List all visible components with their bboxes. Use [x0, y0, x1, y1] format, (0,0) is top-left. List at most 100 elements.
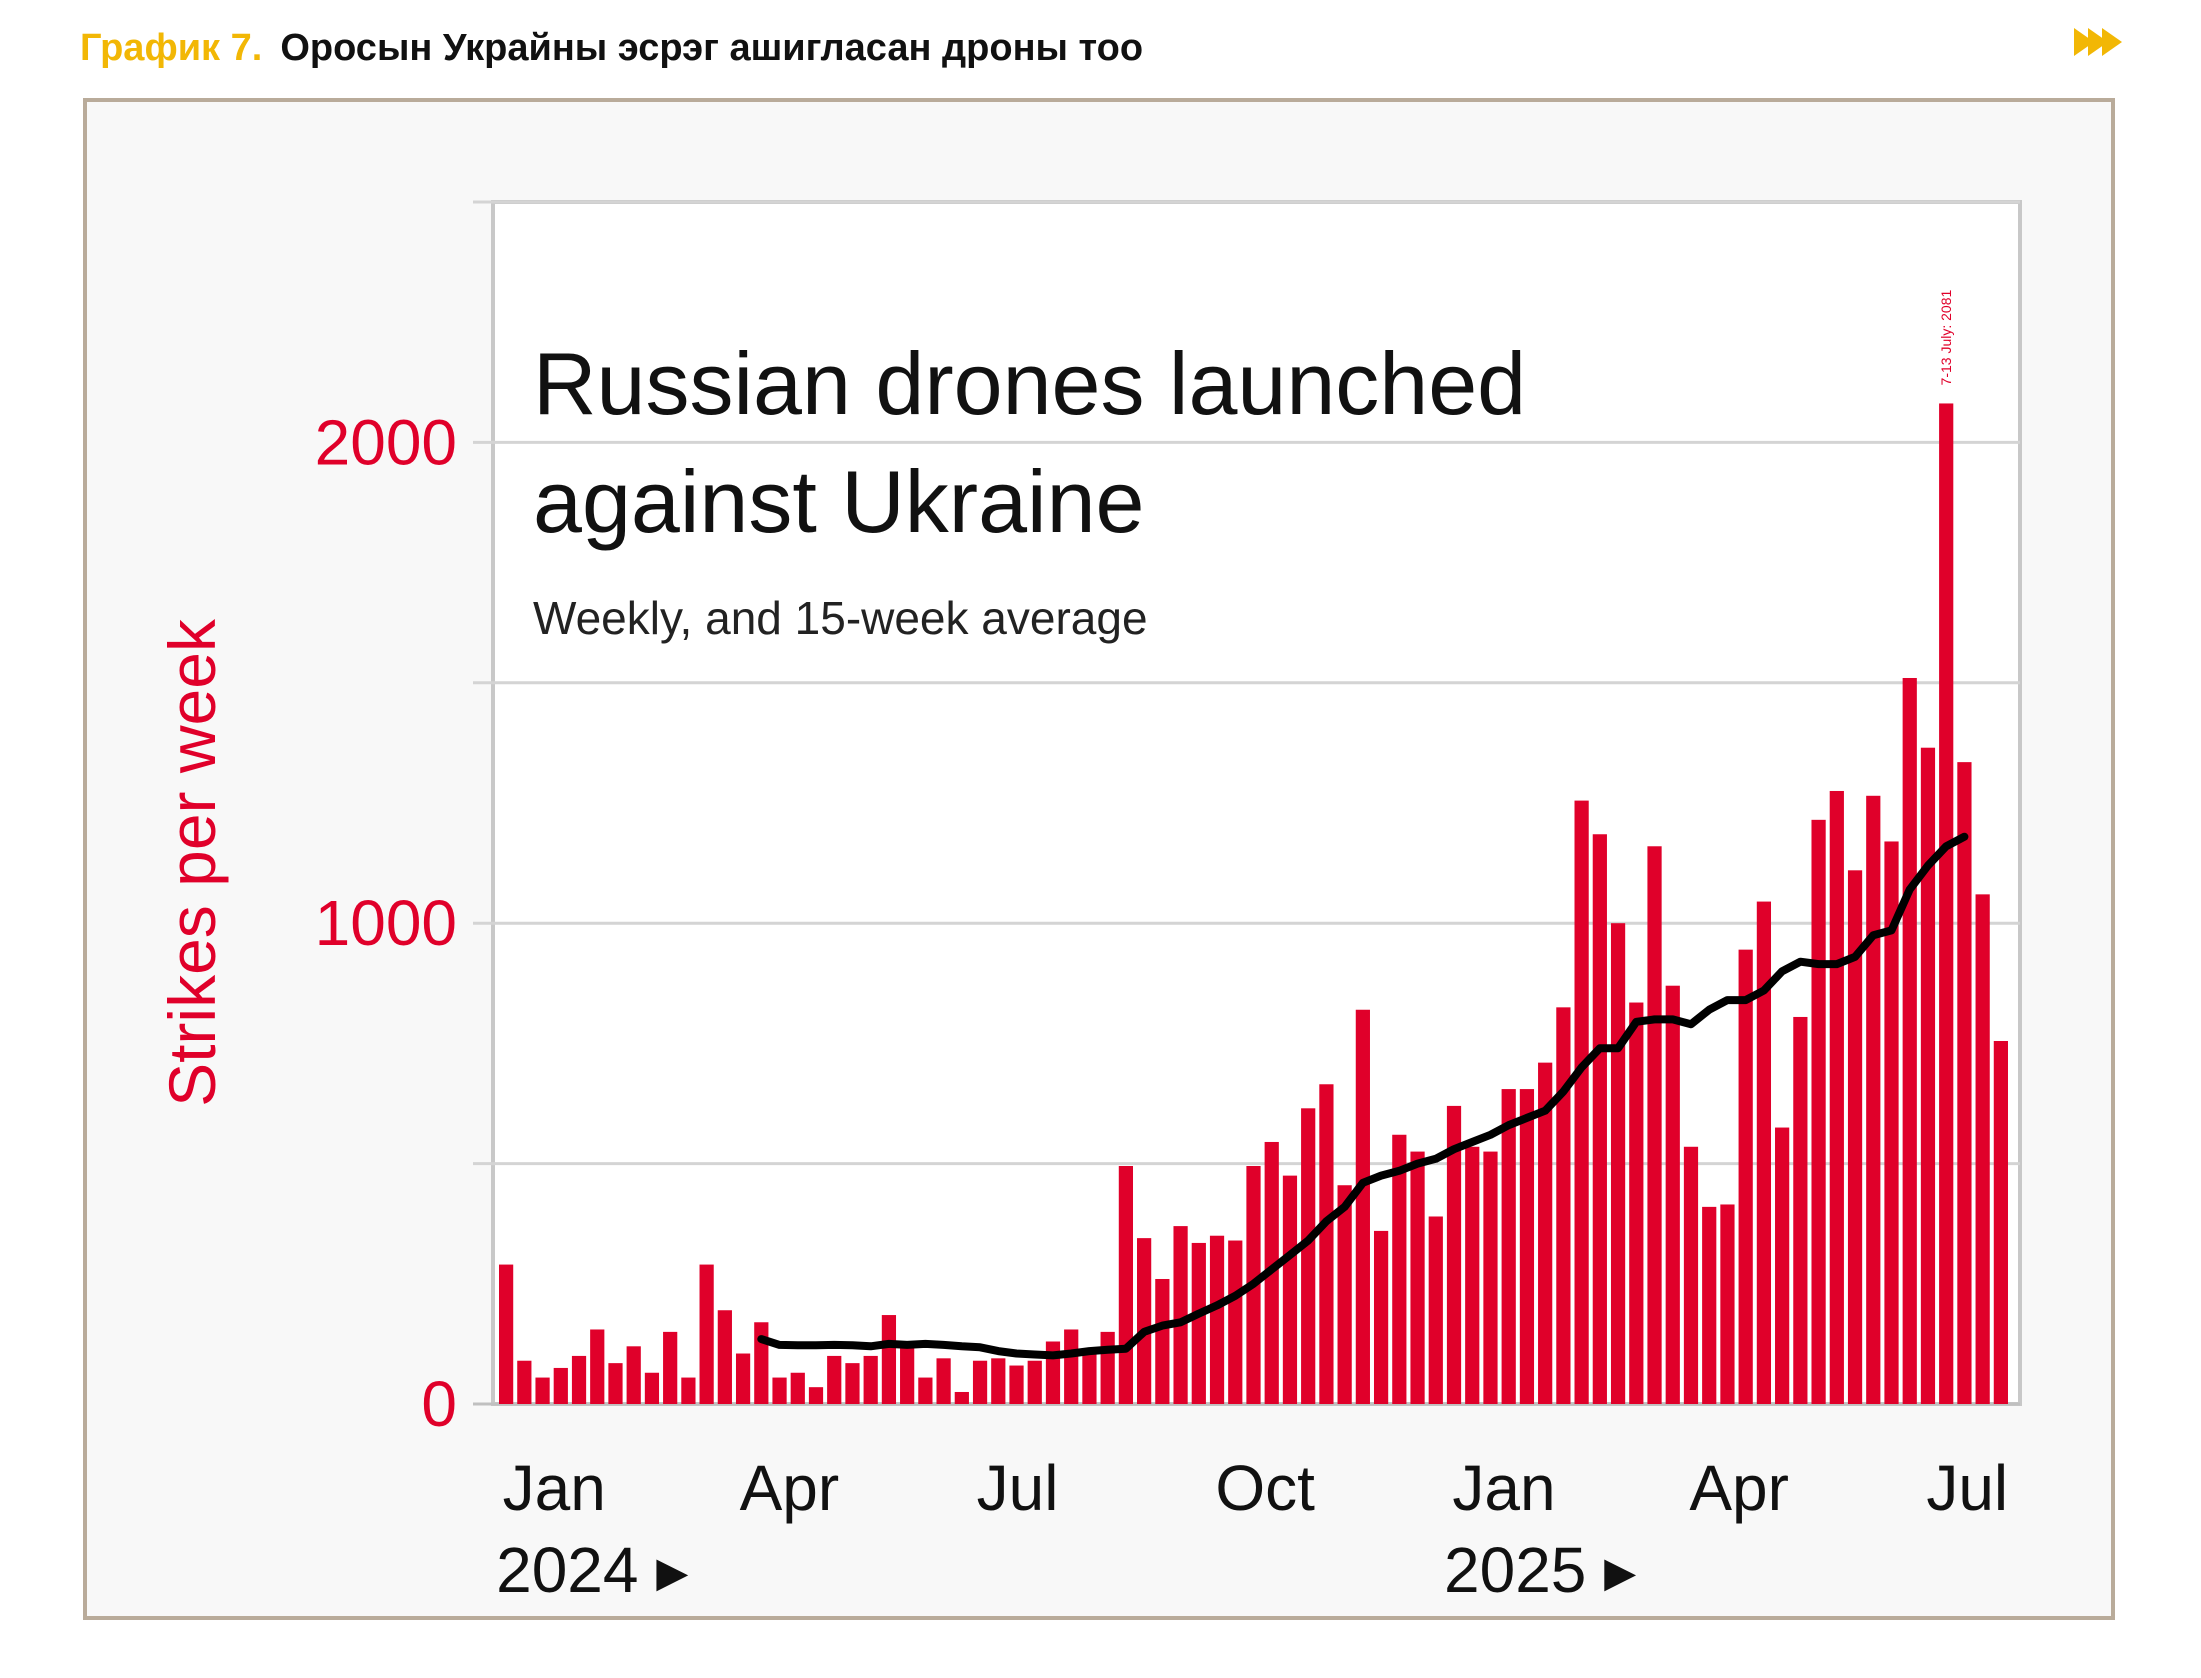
y-axis-label: Strikes per week — [155, 618, 229, 1107]
bar — [644, 1372, 660, 1404]
bar — [499, 1264, 514, 1404]
bar — [1829, 790, 1844, 1404]
bar — [1847, 870, 1863, 1404]
y-tick-label: 1000 — [315, 887, 457, 959]
bar — [1939, 403, 1954, 1404]
bar — [1884, 841, 1899, 1404]
bar — [1191, 1242, 1206, 1404]
bar — [863, 1355, 878, 1404]
bar — [663, 1331, 678, 1404]
x-tick-label: Apr — [740, 1452, 840, 1524]
bar — [881, 1315, 897, 1404]
x-tick-label: Oct — [1215, 1452, 1315, 1524]
bar — [1282, 1175, 1298, 1404]
bar — [699, 1264, 714, 1404]
bar — [1465, 1146, 1480, 1404]
bar — [1301, 1108, 1316, 1404]
bar — [1556, 1007, 1571, 1404]
figure-label: График 7. — [80, 26, 263, 69]
bar — [1337, 1185, 1352, 1404]
x-tick-label: Jan — [1452, 1452, 1555, 1524]
bar — [1137, 1238, 1152, 1404]
x-tick-label: Jul — [977, 1452, 1059, 1524]
bar — [1501, 1089, 1516, 1404]
bar — [808, 1387, 824, 1404]
bar — [936, 1358, 951, 1404]
bar — [1538, 1062, 1553, 1404]
figure-header: График 7. Оросын Украйны эсрэг ашигласан… — [80, 18, 1143, 78]
bar — [1683, 1146, 1699, 1404]
bar — [535, 1377, 550, 1404]
bar — [1118, 1166, 1134, 1404]
y-tick-labels: 0 1000 2000 — [315, 406, 457, 1440]
peak-annotation: 7-13 July: 2081 — [1938, 290, 1954, 386]
bar — [1519, 1089, 1535, 1404]
bar — [1775, 1127, 1790, 1404]
bar — [1173, 1226, 1188, 1404]
bar — [1920, 747, 1936, 1404]
bar — [1610, 923, 1626, 1404]
bar — [954, 1391, 969, 1404]
bar — [790, 1372, 805, 1404]
double-chevron-right-icon[interactable] — [2072, 22, 2128, 62]
bar — [1392, 1134, 1407, 1404]
bar — [517, 1360, 532, 1404]
bar — [1720, 1204, 1735, 1404]
bar — [1155, 1278, 1170, 1404]
bar — [1647, 846, 1662, 1404]
bar — [626, 1346, 641, 1404]
bar — [1866, 795, 1881, 1404]
chart-frame: 0 1000 2000 Jan Apr Jul Oct Jan Apr Jul 2024 ▸ 202… — [83, 98, 2115, 1620]
x-tick-label: Apr — [1689, 1452, 1789, 1524]
bar — [1811, 819, 1826, 1404]
average-line — [757, 832, 1969, 1360]
bar — [1975, 894, 1990, 1404]
bar — [1373, 1230, 1389, 1404]
bar — [1064, 1329, 1079, 1404]
bar — [1574, 800, 1589, 1404]
bar — [571, 1355, 587, 1404]
y-tick-label: 0 — [421, 1368, 457, 1440]
bar — [590, 1329, 605, 1404]
bar — [1355, 1009, 1370, 1404]
bar — [1957, 762, 1972, 1404]
x-tick-label: Jul — [1926, 1452, 2008, 1524]
bar — [900, 1346, 915, 1404]
drone-chart: 0 1000 2000 Jan Apr Jul Oct Jan Apr Jul 2024 ▸ 202… — [155, 200, 2022, 1606]
year-label: 2025 ▸ — [1444, 1534, 1636, 1606]
bar — [1993, 1040, 2008, 1404]
bar — [1629, 1002, 1644, 1404]
chart-subtitle: Weekly, and 15-week average — [533, 592, 1148, 644]
bar — [1100, 1331, 1115, 1404]
bar — [1027, 1360, 1042, 1404]
bar — [1428, 1216, 1443, 1404]
chart-title-line-1: Russian drones launched — [533, 334, 1526, 433]
bar — [608, 1363, 623, 1404]
bar — [1319, 1084, 1334, 1404]
y-tick-label: 2000 — [315, 406, 457, 478]
bar — [1665, 985, 1680, 1404]
figure-title: Оросын Украйны эсрэг ашигласан дроны тоо — [280, 26, 1144, 69]
bar — [681, 1377, 696, 1404]
bar — [991, 1358, 1006, 1404]
bar — [1756, 901, 1772, 1404]
bar — [772, 1377, 787, 1404]
bar — [918, 1377, 933, 1404]
bar — [754, 1322, 769, 1404]
bar — [1228, 1240, 1243, 1404]
x-tick-label: Jan — [503, 1452, 606, 1524]
bar — [827, 1355, 842, 1404]
year-label: 2024 ▸ — [496, 1534, 688, 1606]
bar — [1738, 949, 1753, 1404]
bar — [717, 1310, 732, 1404]
bar — [1702, 1206, 1717, 1404]
bar — [1483, 1151, 1498, 1404]
bar — [1793, 1016, 1808, 1404]
bar — [735, 1353, 751, 1404]
chart-title-line-2: against Ukraine — [533, 452, 1144, 551]
bar — [1902, 677, 1917, 1404]
bar — [553, 1367, 568, 1404]
bar — [1082, 1351, 1097, 1404]
bar — [845, 1363, 860, 1404]
bar — [1209, 1235, 1225, 1404]
